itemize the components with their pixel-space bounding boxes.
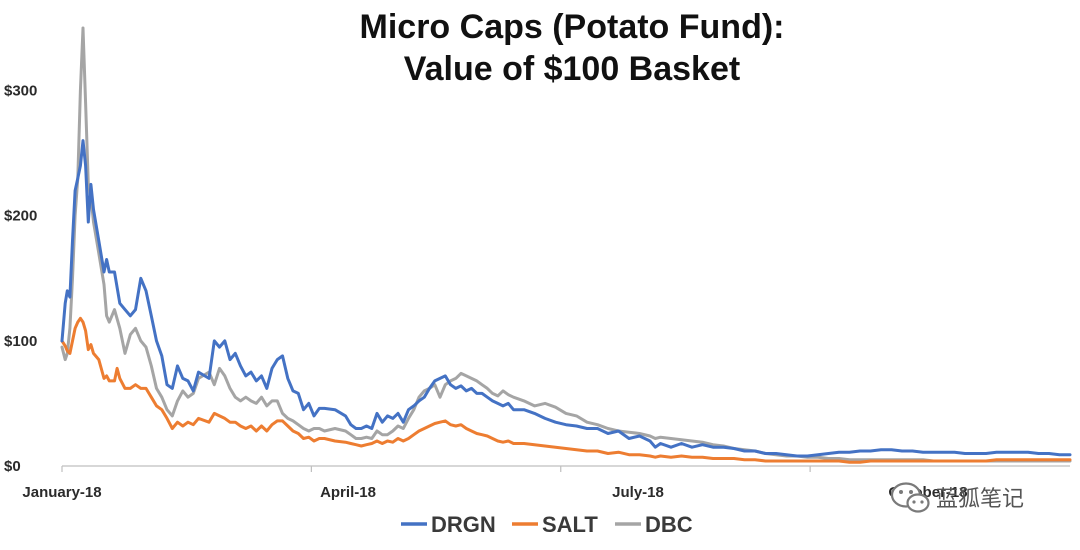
watermark-text: 蓝狐笔记 [936, 486, 1024, 511]
series-line-dbc [60, 26, 1072, 463]
legend-label-drgn: DRGN [431, 512, 496, 537]
y-axis-ticks: $0 $100 $200 $300 [4, 83, 37, 475]
y-tick-label: $100 [4, 333, 37, 350]
series-lines [60, 26, 1072, 464]
legend: DRGN SALT DBC [401, 512, 693, 537]
y-tick-label: $200 [4, 208, 37, 225]
y-tick-label: $0 [4, 458, 21, 475]
chart-title-line-1: Micro Caps (Potato Fund): [360, 8, 785, 46]
x-axis-ticks: January-18 April-18 July-18 October-18 [22, 466, 968, 501]
watermark: 蓝狐笔记 [890, 482, 1024, 513]
legend-label-salt: SALT [542, 512, 598, 537]
x-tick-label: January-18 [22, 484, 101, 501]
wechat-icon [890, 482, 930, 513]
y-tick-label: $300 [4, 83, 37, 100]
x-tick-label: July-18 [612, 484, 664, 501]
series-line-salt [60, 316, 1072, 464]
chart-title-line-2: Value of $100 Basket [404, 50, 740, 88]
x-tick-label: April-18 [320, 484, 376, 501]
series-line-drgn [60, 139, 1072, 458]
legend-label-dbc: DBC [645, 512, 693, 537]
